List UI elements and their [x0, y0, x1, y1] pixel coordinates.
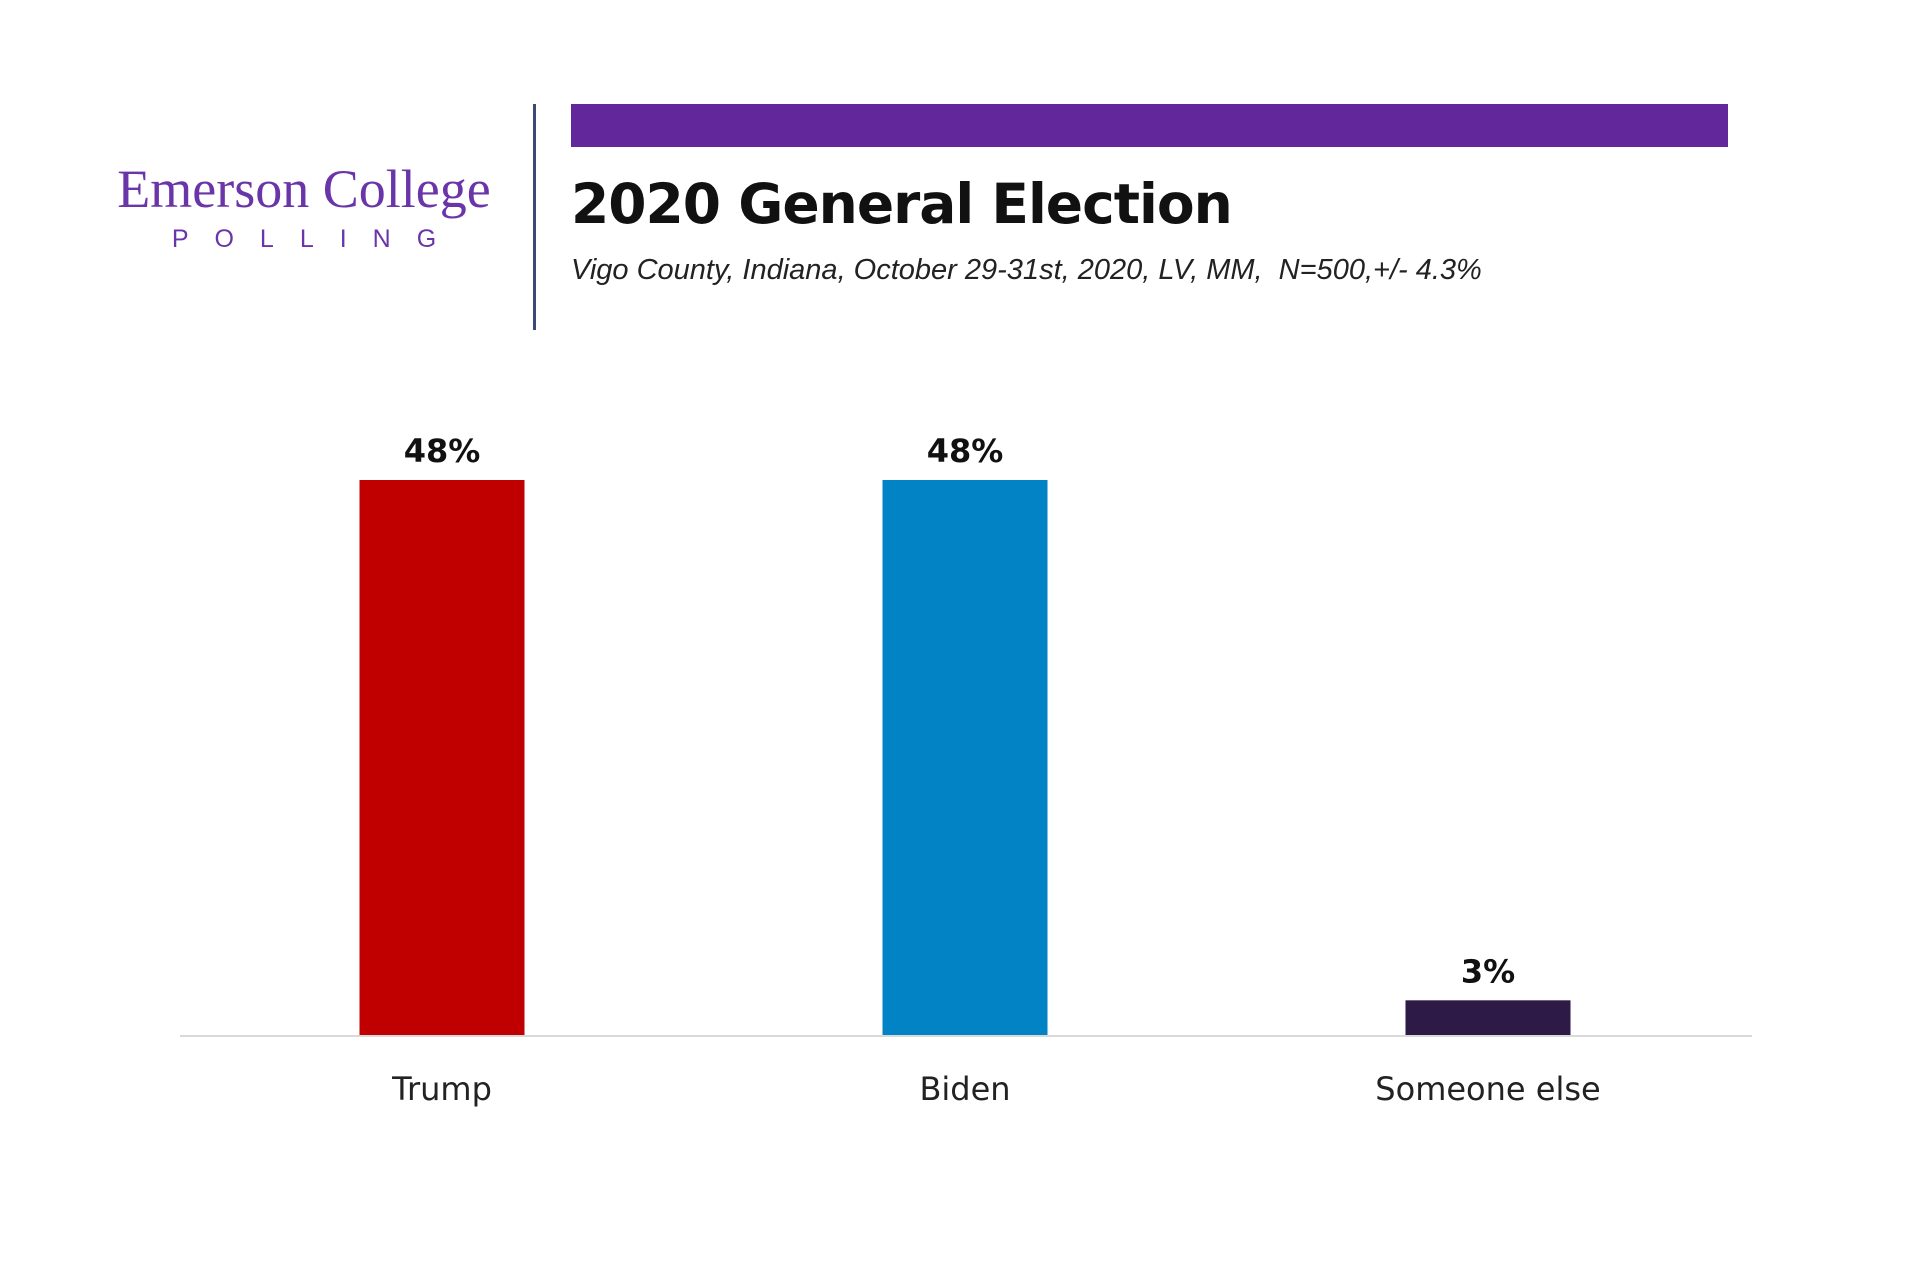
category-label: Biden [919, 1070, 1010, 1108]
bar-biden [882, 480, 1048, 1035]
data-label: 3% [1461, 952, 1515, 990]
bar-someone-else [1405, 1000, 1571, 1035]
chart-subtitle: Vigo County, Indiana, October 29-31st, 2… [571, 254, 1482, 286]
bar-trump [359, 480, 525, 1035]
chart-title: 2020 General Election [571, 172, 1233, 236]
data-label: 48% [927, 432, 1004, 470]
category-label: Someone else [1375, 1070, 1600, 1108]
category-label: Trump [391, 1070, 492, 1108]
data-label: 48% [404, 432, 481, 470]
header-divider [533, 104, 536, 330]
logo-subtitle: POLLING [171, 225, 463, 253]
logo-name: Emerson College [117, 159, 491, 219]
accent-bar [571, 104, 1728, 147]
